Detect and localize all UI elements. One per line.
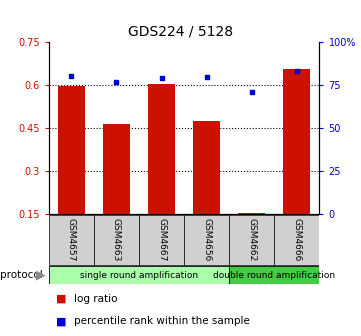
Bar xyxy=(274,215,319,265)
Point xyxy=(114,79,119,84)
Text: ■: ■ xyxy=(56,317,66,327)
Bar xyxy=(229,266,319,284)
Text: GSM4663: GSM4663 xyxy=(112,218,121,262)
Bar xyxy=(184,215,229,265)
Bar xyxy=(139,215,184,265)
Point xyxy=(249,89,255,94)
Text: GSM4657: GSM4657 xyxy=(67,218,76,262)
Bar xyxy=(148,84,175,214)
Text: log ratio: log ratio xyxy=(74,294,117,303)
Text: GDS224 / 5128: GDS224 / 5128 xyxy=(128,25,233,39)
Text: GSM4666: GSM4666 xyxy=(292,218,301,262)
Bar xyxy=(229,215,274,265)
Point xyxy=(69,74,74,79)
Bar xyxy=(238,213,265,214)
Bar xyxy=(283,69,310,214)
Point xyxy=(294,69,300,74)
Text: percentile rank within the sample: percentile rank within the sample xyxy=(74,317,250,327)
Text: single round amplification: single round amplification xyxy=(80,270,198,280)
Bar xyxy=(58,86,85,214)
Point xyxy=(159,76,165,81)
Bar xyxy=(49,266,229,284)
Text: ■: ■ xyxy=(56,294,66,303)
Bar xyxy=(49,215,94,265)
Text: GSM4656: GSM4656 xyxy=(202,218,211,262)
Text: protocol: protocol xyxy=(0,270,43,280)
Bar xyxy=(103,124,130,214)
Bar xyxy=(193,121,220,214)
Text: double round amplification: double round amplification xyxy=(213,270,335,280)
Text: GSM4662: GSM4662 xyxy=(247,218,256,262)
Text: ▶: ▶ xyxy=(35,268,45,282)
Text: GSM4667: GSM4667 xyxy=(157,218,166,262)
Bar xyxy=(94,215,139,265)
Point xyxy=(204,75,209,80)
